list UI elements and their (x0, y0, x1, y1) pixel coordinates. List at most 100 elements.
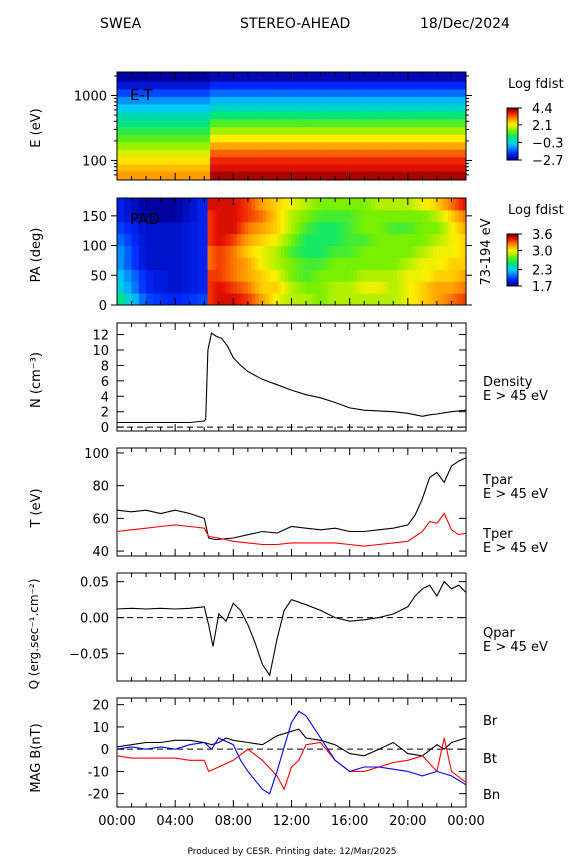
energy-time-cell (326, 81, 333, 90)
pitch-angle-cell (273, 269, 278, 282)
pitch-angle-cell (411, 221, 416, 235)
pitch-angle-cell (426, 293, 431, 306)
pitch-angle-cell (324, 281, 329, 294)
pitch-angle-cell (226, 221, 231, 235)
energy-time-cell (204, 72, 211, 82)
energy-time-cell (128, 111, 135, 120)
pitch-angle-cell (273, 209, 278, 223)
energy-time-cell (198, 103, 205, 112)
energy-time-cell (279, 88, 287, 97)
energy-time-cell (239, 149, 246, 158)
pitch-angle-cell (422, 257, 427, 270)
pitch-angle-cell (284, 293, 289, 306)
pitch-angle-cell (327, 221, 332, 235)
pitch-angle-cell (400, 257, 405, 270)
colorbar-segment (507, 272, 518, 275)
pitch-angle-cell (208, 281, 212, 294)
pitch-angle-cell (306, 221, 311, 235)
energy-time-cell (279, 126, 287, 135)
energy-time-cell (117, 149, 124, 158)
pitch-angle-cell (367, 245, 372, 258)
pitch-angle-cell (131, 245, 140, 258)
energy-time-cell (227, 88, 234, 97)
energy-time-cell (134, 171, 141, 181)
pitch-angle-cell (206, 198, 209, 211)
pitch-angle-cell (331, 198, 336, 211)
pitch-angle-cell (117, 245, 125, 258)
pitch-angle-cell (451, 257, 456, 270)
pitch-angle-cell (204, 245, 206, 258)
pitch-angle-cell (353, 209, 358, 223)
colorbar-tick-label: 1.7 (532, 280, 553, 295)
energy-time-cell (454, 134, 461, 143)
series-line-tper (116, 512, 467, 547)
energy-time-cell (157, 103, 165, 112)
pitch-angle-cell (226, 281, 231, 294)
energy-time-cell (215, 111, 223, 120)
energy-time-cell (372, 156, 380, 165)
energy-time-cell (122, 171, 130, 181)
pitch-angle-cell (360, 209, 365, 223)
pitch-angle-cell (196, 257, 205, 270)
pitch-angle-cell (458, 257, 463, 270)
energy-time-cell (390, 72, 397, 82)
energy-time-cell (122, 141, 130, 150)
energy-time-cell (204, 96, 211, 105)
energy-time-cell (436, 118, 444, 128)
pitch-angle-cell (269, 281, 274, 294)
energy-time-cell (436, 111, 444, 120)
energy-time-cell (198, 163, 205, 172)
legend-label: Tper (482, 527, 513, 542)
pitch-angle-cell (216, 221, 220, 235)
energy-time-cell (326, 118, 333, 128)
pitch-angle-cell (451, 221, 456, 235)
pitch-angle-cell (207, 257, 210, 270)
energy-time-cell (186, 163, 194, 172)
energy-time-cell (349, 96, 356, 105)
energy-time-cell (338, 81, 345, 90)
energy-time-cell (367, 171, 374, 181)
pitch-angle-cell (346, 209, 351, 223)
energy-time-cell (163, 156, 170, 165)
energy-time-cell (134, 111, 141, 120)
energy-time-cell (396, 126, 403, 135)
pitch-angle-cell (429, 269, 434, 282)
pitch-angle-cell (204, 293, 206, 306)
pitch-angle-cell (313, 281, 318, 294)
energy-time-cell (256, 88, 263, 97)
pitch-angle-cell (327, 293, 332, 306)
pitch-angle-cell (309, 221, 314, 235)
pitch-angle-cell (167, 257, 176, 270)
energy-time-cell (454, 171, 461, 181)
pitch-angle-cell (396, 198, 402, 211)
pitch-angle-cell (269, 257, 274, 270)
x-tick-label: 12:00 (273, 814, 310, 829)
pitch-angle-cell (433, 198, 438, 211)
pitch-angle-cell (262, 281, 267, 294)
pitch-angle-cell (411, 198, 416, 211)
pitch-angle-cell (302, 257, 307, 270)
energy-time-cell (279, 156, 287, 165)
pitch-angle-cell (124, 245, 133, 258)
energy-time-cell (303, 88, 310, 97)
energy-time-cell (134, 118, 141, 128)
pitch-angle-cell (346, 257, 351, 270)
energy-tick-label: 1000 (74, 89, 107, 104)
energy-time-cell (355, 81, 362, 90)
energy-time-cell (285, 72, 292, 82)
pitch-angle-cell (327, 257, 332, 270)
energy-time-cell (146, 156, 153, 165)
energy-time-cell (239, 103, 246, 112)
pitch-angle-cell (244, 245, 249, 258)
energy-time-cell (262, 149, 269, 158)
energy-time-cell (151, 88, 159, 97)
colorbar-segment (507, 278, 518, 281)
energy-time-cell (349, 171, 356, 181)
energy-time-cell (192, 141, 199, 150)
energy-time-cell (175, 103, 182, 112)
pitch-angle-cell (316, 209, 322, 223)
pitch-angle-cell (306, 257, 311, 270)
legend-label: E > 45 eV (483, 487, 548, 502)
pitch-angle-cell (226, 198, 231, 211)
energy-time-cell (210, 156, 217, 165)
